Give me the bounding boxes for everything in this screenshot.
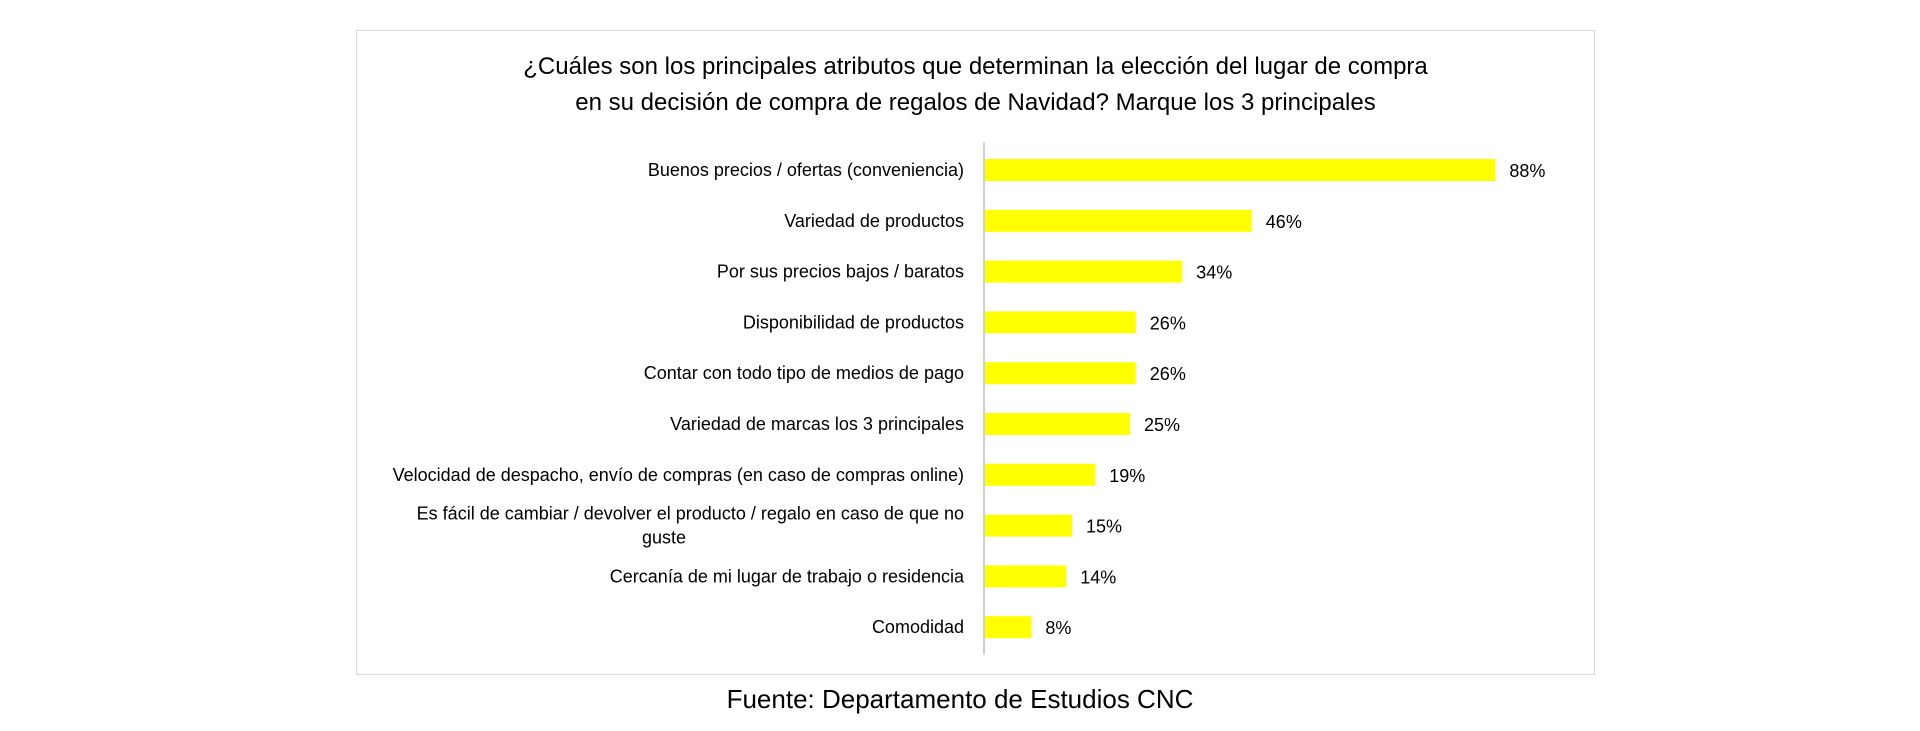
chart-frame: ¿Cuáles son los principales atributos qu… xyxy=(356,30,1595,675)
chart-title-line-2: en su decisión de compra de regalos de N… xyxy=(575,89,1376,116)
data-label-8: 15% xyxy=(1086,517,1122,537)
data-label-2: 46% xyxy=(1266,212,1302,232)
category-label-5: Contar con todo tipo de medios de pago xyxy=(644,363,964,383)
bar-4 xyxy=(985,311,1136,334)
bar-8 xyxy=(985,514,1072,537)
bar-1 xyxy=(985,159,1496,181)
data-label-4: 26% xyxy=(1150,313,1186,333)
bar-7 xyxy=(985,463,1096,486)
data-label-10: 8% xyxy=(1045,618,1071,638)
category-label-2: Variedad de productos xyxy=(784,211,964,231)
data-label-1: 88% xyxy=(1509,161,1545,181)
data-label-6: 25% xyxy=(1144,415,1180,435)
category-label-7: Velocidad de despacho, envío de compras … xyxy=(393,465,964,485)
chart-source: Fuente: Departamento de Estudios CNC xyxy=(726,684,1194,714)
data-label-5: 26% xyxy=(1150,364,1186,384)
bar-3 xyxy=(985,260,1183,283)
category-label-4: Disponibilidad de productos xyxy=(743,312,964,332)
bar-2 xyxy=(985,209,1252,232)
bar-9 xyxy=(985,565,1067,588)
bar-10 xyxy=(985,616,1032,639)
chart-title-line-1: ¿Cuáles son los principales atributos qu… xyxy=(523,53,1428,80)
chart-title: ¿Cuáles son los principales atributos qu… xyxy=(357,49,1594,121)
category-label-8-line-1: Es fácil de cambiar / devolver el produc… xyxy=(417,504,964,524)
category-label-9: Cercanía de mi lugar de trabajo o reside… xyxy=(610,566,965,586)
data-label-3: 34% xyxy=(1196,263,1232,283)
data-label-9: 14% xyxy=(1080,567,1116,587)
category-label-8-line-2: guste xyxy=(642,528,686,548)
bar-5 xyxy=(985,362,1136,385)
category-label-10: Comodidad xyxy=(872,617,964,637)
category-label-3: Por sus precios bajos / baratos xyxy=(717,262,964,282)
bar-6 xyxy=(985,413,1130,435)
category-label-6: Variedad de marcas los 3 principales xyxy=(670,414,964,434)
data-label-7: 19% xyxy=(1109,466,1145,486)
category-label-1: Buenos precios / ofertas (conveniencia) xyxy=(648,160,964,180)
bar-chart: 88% Buenos precios / ofertas (convenienci… xyxy=(393,142,1545,655)
